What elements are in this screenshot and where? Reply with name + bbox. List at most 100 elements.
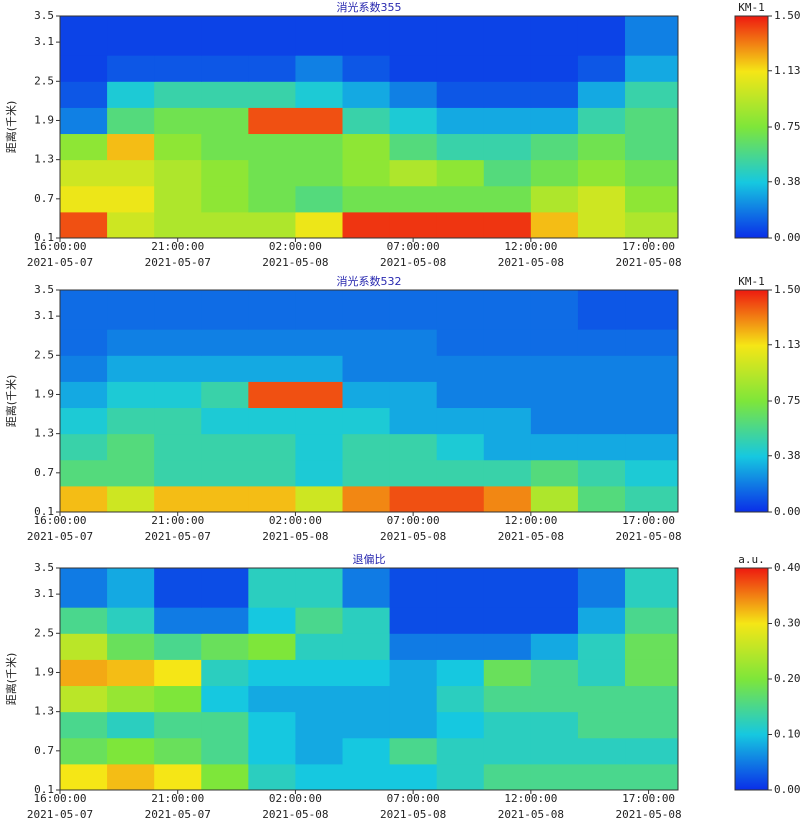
heat-cell [342, 633, 391, 660]
heat-cell [342, 290, 391, 330]
heat-cell [154, 407, 202, 435]
heat-cell [530, 16, 579, 56]
heat-cell [577, 685, 626, 713]
heat-cell [342, 211, 391, 239]
heat-cell [577, 81, 626, 108]
heat-cell [295, 659, 344, 687]
x-tick-label: 2021-05-07 [27, 808, 93, 821]
heat-cell [530, 607, 579, 634]
heat-cell [342, 607, 391, 634]
heat-cell [577, 737, 626, 765]
heat-cell [577, 16, 626, 56]
heat-cell [154, 607, 202, 634]
heat-cell [60, 185, 108, 213]
heat-cell [60, 381, 108, 409]
x-tick-label: 17:00:00 [622, 240, 675, 253]
heat-cell [625, 485, 679, 513]
heat-cell [389, 763, 438, 791]
heat-cell [154, 711, 202, 739]
x-tick-label: 2021-05-08 [262, 530, 328, 543]
x-tick-label: 2021-05-07 [145, 256, 211, 269]
y-tick-label: 3.5 [34, 561, 54, 574]
heat-cell [530, 185, 579, 213]
heat-cell [154, 81, 202, 108]
y-tick-label: 2.5 [34, 348, 54, 361]
heat-cell [389, 81, 438, 108]
heat-cell [60, 133, 108, 161]
heat-cell [436, 763, 485, 791]
colorbar-tick-label: 0.10 [774, 728, 801, 741]
heat-cell [107, 763, 155, 791]
y-tick-label: 0.1 [34, 783, 54, 796]
heat-cell [389, 685, 438, 713]
heat-cell [295, 211, 344, 239]
heat-cell [342, 459, 391, 487]
y-tick-label: 2.5 [34, 626, 54, 639]
heat-cell [248, 133, 296, 161]
heat-cell [436, 659, 485, 687]
heat-cell [483, 211, 532, 239]
heat-cell [201, 711, 249, 739]
y-tick-label: 1.9 [34, 113, 54, 126]
heat-cell [342, 16, 391, 56]
x-tick-label: 2021-05-07 [145, 530, 211, 543]
heat-cell [154, 211, 202, 239]
heat-cell [248, 763, 296, 791]
heat-cell [530, 159, 579, 187]
x-tick-label: 21:00:00 [151, 514, 204, 527]
heat-cell [530, 737, 579, 765]
heat-cell [60, 290, 108, 330]
colorbar-tick-label: 0.38 [774, 175, 801, 188]
heat-cell [436, 16, 485, 56]
heat-cell [248, 459, 296, 487]
heat-cell [60, 355, 108, 382]
heat-cell [295, 355, 344, 382]
x-tick-label: 2021-05-08 [615, 808, 681, 821]
heat-cell [295, 737, 344, 765]
heat-cell [483, 16, 532, 56]
heat-cell [530, 763, 579, 791]
heat-cell [483, 355, 532, 382]
heat-cell [530, 711, 579, 739]
heat-cell [248, 381, 296, 409]
heat-cell [154, 459, 202, 487]
x-tick-label: 07:00:00 [387, 240, 440, 253]
x-tick-label: 07:00:00 [387, 514, 440, 527]
heat-cell [436, 211, 485, 239]
colorbar-tick-label: 1.50 [774, 9, 801, 22]
heat-cell [248, 659, 296, 687]
heat-cell [389, 433, 438, 461]
heat-cell [577, 407, 626, 435]
heat-cell [530, 568, 579, 608]
heat-cell [530, 407, 579, 435]
x-tick-label: 02:00:00 [269, 792, 322, 805]
x-tick-label: 2021-05-08 [380, 256, 446, 269]
heat-cell [248, 329, 296, 356]
heat-cell [625, 185, 679, 213]
heat-cell [483, 55, 532, 82]
heat-cell [295, 185, 344, 213]
heat-cell [625, 355, 679, 382]
chart-title: 退偏比 [353, 552, 386, 566]
heat-cell [154, 159, 202, 187]
x-tick-label: 2021-05-08 [498, 808, 564, 821]
heat-cell [389, 659, 438, 687]
heat-cell [389, 159, 438, 187]
heat-cell [60, 159, 108, 187]
heat-cell [577, 355, 626, 382]
x-tick-label: 2021-05-08 [615, 256, 681, 269]
plot-frame [59, 15, 679, 239]
heat-cell [295, 290, 344, 330]
heat-cell [342, 55, 391, 82]
heat-cell [154, 290, 202, 330]
heat-cell [483, 381, 532, 409]
heat-cell [577, 711, 626, 739]
heat-cell [389, 607, 438, 634]
heat-cell [625, 381, 679, 409]
plot-frame [59, 567, 679, 791]
heat-cell [248, 16, 296, 56]
heat-cell [483, 433, 532, 461]
heat-cell [201, 211, 249, 239]
heat-cell [248, 711, 296, 739]
heat-cell [389, 329, 438, 356]
